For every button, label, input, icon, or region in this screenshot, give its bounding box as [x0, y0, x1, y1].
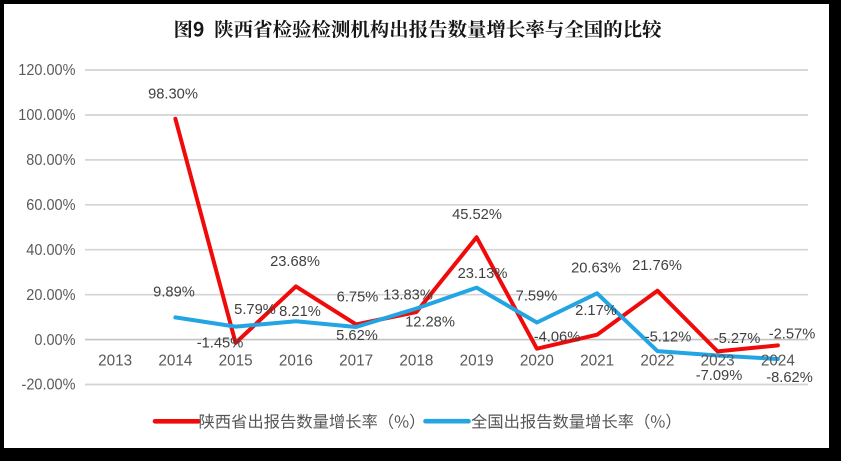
svg-text:2023: 2023 — [701, 353, 735, 370]
svg-text:-4.06%: -4.06% — [534, 330, 581, 346]
svg-text:2021: 2021 — [580, 353, 614, 370]
svg-text:6.75%: 6.75% — [337, 289, 379, 305]
svg-text:9.89%: 9.89% — [153, 284, 195, 300]
svg-text:2.17%: 2.17% — [575, 303, 617, 319]
svg-text:5.79%: 5.79% — [234, 302, 276, 318]
svg-text:5.62%: 5.62% — [336, 328, 378, 344]
svg-text:12.28%: 12.28% — [405, 314, 455, 330]
svg-text:60.00%: 60.00% — [26, 197, 76, 214]
svg-text:100.00%: 100.00% — [18, 107, 76, 124]
svg-text:40.00%: 40.00% — [26, 242, 76, 259]
svg-text:2022: 2022 — [640, 353, 674, 370]
svg-text:2016: 2016 — [279, 353, 313, 370]
svg-text:2019: 2019 — [460, 353, 494, 370]
svg-text:20.63%: 20.63% — [571, 260, 621, 276]
svg-text:-5.27%: -5.27% — [714, 331, 761, 347]
svg-text:2017: 2017 — [339, 353, 373, 370]
svg-text:2013: 2013 — [98, 353, 132, 370]
svg-text:98.30%: 98.30% — [148, 86, 198, 102]
svg-text:-1.45%: -1.45% — [197, 335, 244, 351]
svg-text:0.00%: 0.00% — [34, 332, 75, 349]
svg-text:-8.62%: -8.62% — [766, 370, 813, 386]
svg-text:7.59%: 7.59% — [516, 288, 558, 304]
svg-text:21.76%: 21.76% — [632, 258, 682, 274]
svg-text:-20.00%: -20.00% — [22, 377, 76, 394]
svg-text:23.13%: 23.13% — [458, 266, 508, 282]
svg-text:2024: 2024 — [761, 353, 795, 370]
svg-text:2020: 2020 — [520, 353, 554, 370]
svg-text:2014: 2014 — [158, 353, 192, 370]
svg-text:2015: 2015 — [219, 353, 253, 370]
svg-text:-5.12%: -5.12% — [645, 329, 692, 345]
svg-text:2018: 2018 — [399, 353, 433, 370]
svg-text:23.68%: 23.68% — [270, 254, 320, 270]
svg-text:20.00%: 20.00% — [26, 287, 76, 304]
svg-text:-2.57%: -2.57% — [769, 326, 816, 342]
svg-text:-7.09%: -7.09% — [696, 368, 743, 384]
svg-text:13.83%: 13.83% — [383, 287, 433, 303]
svg-text:80.00%: 80.00% — [26, 152, 76, 169]
svg-text:120.00%: 120.00% — [18, 62, 76, 79]
svg-text:8.21%: 8.21% — [279, 304, 321, 320]
svg-text:45.52%: 45.52% — [452, 207, 502, 223]
